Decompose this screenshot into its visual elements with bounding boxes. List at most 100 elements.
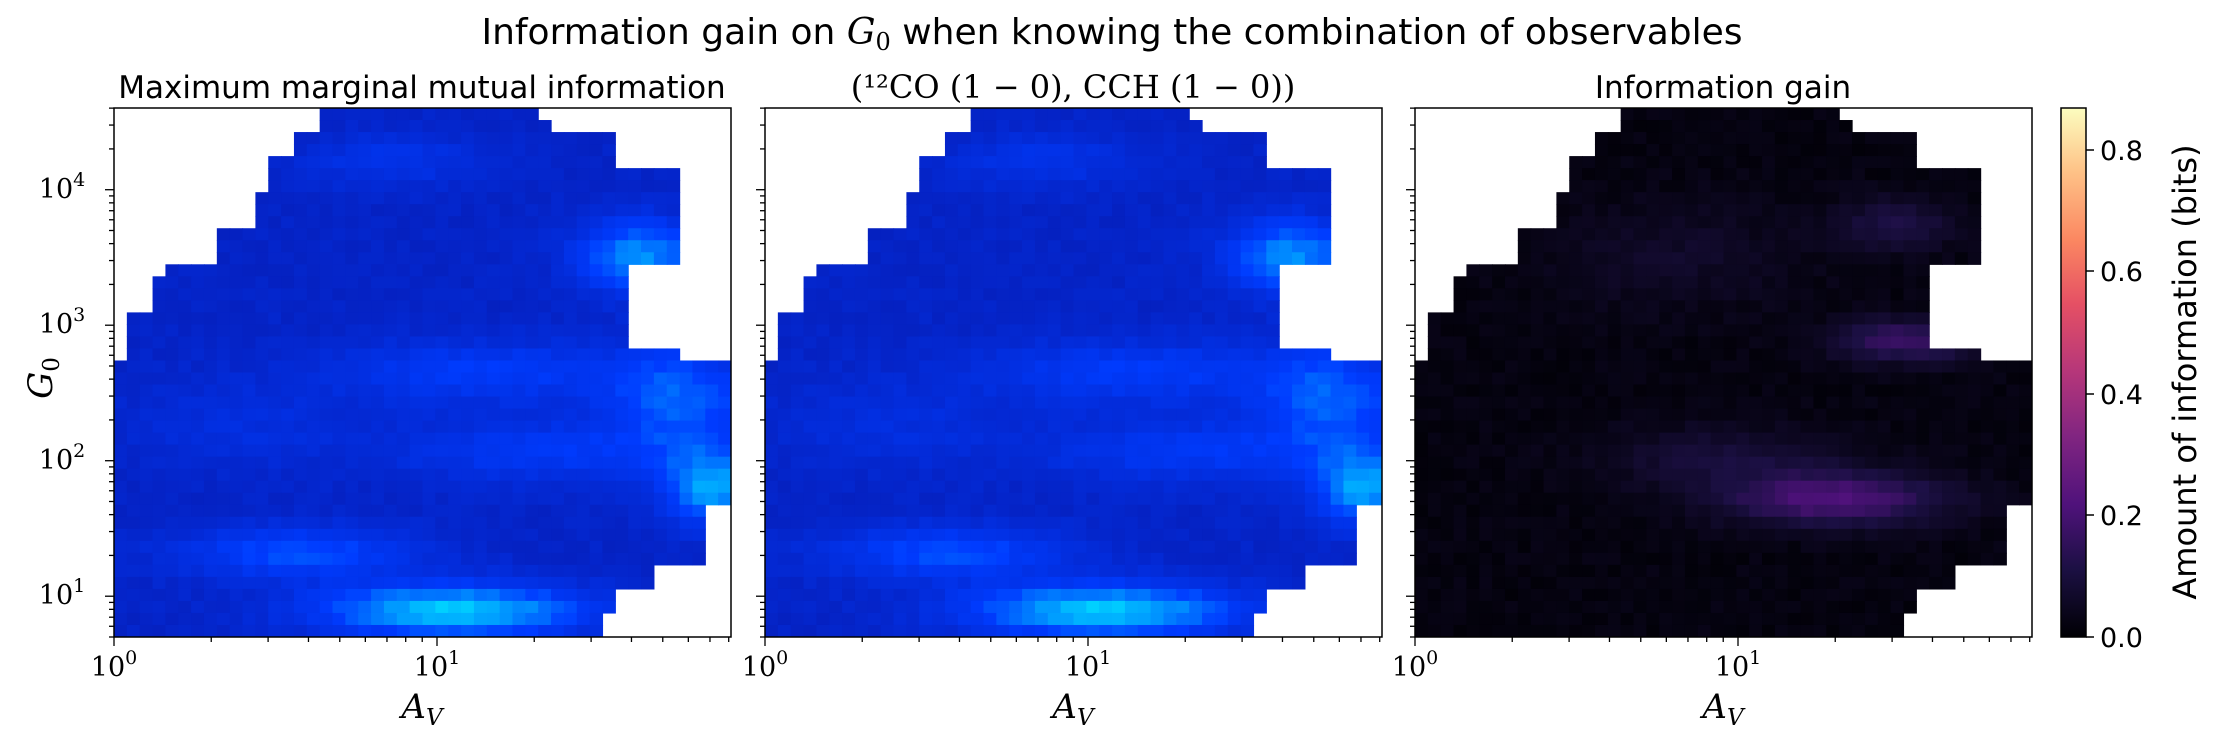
heatmap-cell [970, 252, 985, 265]
heatmap-cell [345, 384, 359, 398]
heatmap-cell [1659, 288, 1673, 301]
heatmap-cell [1137, 288, 1152, 301]
heatmap-cell [1202, 540, 1216, 554]
heatmap-cell [1453, 408, 1468, 422]
heatmap-cell [1047, 564, 1062, 578]
heatmap-cell [1684, 192, 1699, 205]
heatmap-cell [1543, 504, 1557, 518]
heatmap-cell [1530, 516, 1545, 530]
heatmap-cell [854, 348, 869, 362]
heatmap-cell [1723, 444, 1737, 458]
heatmap-cell [589, 180, 604, 193]
heatmap-cell [970, 192, 985, 205]
heatmap-cell [576, 324, 591, 338]
heatmap-cell [203, 456, 218, 470]
heatmap-cell [1034, 348, 1049, 362]
heatmap-cell [371, 264, 385, 277]
heatmap-cell [1903, 396, 1917, 410]
heatmap-cell [1800, 456, 1815, 470]
heatmap-cell [1556, 300, 1570, 313]
heatmap-cell [602, 444, 616, 458]
heatmap-cell [1890, 288, 1905, 301]
heatmap-cell [1774, 360, 1789, 374]
heatmap-cell [371, 360, 385, 374]
heatmap-cell [816, 528, 830, 542]
heatmap-cell [563, 564, 578, 578]
heatmap-cell [1137, 408, 1152, 422]
heatmap-cell [1266, 168, 1280, 181]
heatmap-cell [970, 624, 985, 637]
heatmap-cell [396, 360, 411, 374]
heatmap-cell [242, 444, 256, 458]
heatmap-cell [1620, 156, 1635, 169]
heatmap-cell [1890, 408, 1905, 422]
heatmap-cell [1099, 564, 1113, 578]
heatmap-cell [803, 408, 818, 422]
heatmap-cell [229, 588, 244, 602]
heatmap-cell [1723, 384, 1737, 398]
heatmap-cell [957, 204, 972, 217]
heatmap-cell [1877, 372, 1892, 386]
heatmap-cell [229, 360, 244, 374]
heatmap-cell [1736, 192, 1750, 205]
heatmap-cell [906, 480, 920, 494]
heatmap-cell [1864, 396, 1879, 410]
heatmap-cell [1022, 144, 1036, 157]
heatmap-cell [1942, 204, 1956, 217]
heatmap-cell [1202, 360, 1216, 374]
heatmap-cell [229, 516, 244, 530]
heatmap-cell [551, 468, 565, 482]
heatmap-cell [1736, 480, 1750, 494]
heatmap-cell [1736, 492, 1750, 506]
heatmap-cell [880, 348, 895, 362]
heatmap-cell [1009, 240, 1023, 253]
heatmap-cell [1176, 336, 1190, 350]
heatmap-cell [880, 324, 895, 338]
heatmap-cell [332, 132, 346, 145]
heatmap-cell [1227, 432, 1242, 446]
heatmap-cell [332, 264, 346, 277]
heatmap-cell [1073, 180, 1087, 193]
heatmap-cell [957, 396, 972, 410]
heatmap-cell [1150, 360, 1165, 374]
heatmap-cell [383, 408, 398, 422]
heatmap-cell [1047, 180, 1062, 193]
heatmap-cell [816, 588, 830, 602]
heatmap-cell [1762, 312, 1776, 326]
heatmap-cell [435, 624, 449, 637]
heatmap-cell [867, 528, 882, 542]
heatmap-cell [242, 396, 256, 410]
heatmap-cell [473, 252, 488, 265]
heatmap-cell [525, 564, 539, 578]
heatmap-cell [1594, 444, 1609, 458]
heatmap-cell [1710, 324, 1725, 338]
heatmap-cell [563, 432, 578, 446]
heatmap-cell [371, 204, 385, 217]
heatmap-cell [126, 564, 141, 578]
heatmap-cell [880, 336, 895, 350]
heatmap-cell [854, 492, 869, 506]
heatmap-cell [281, 384, 295, 398]
heatmap-cell [512, 372, 526, 386]
heatmap-cell [473, 528, 488, 542]
heatmap-cell [1163, 336, 1177, 350]
heatmap-cell [319, 576, 334, 590]
heatmap-cell [1916, 240, 1930, 253]
heatmap-cell [1736, 396, 1750, 410]
heatmap-cell [1073, 528, 1087, 542]
heatmap-cell [996, 312, 1010, 326]
heatmap-cell [1466, 324, 1480, 338]
heatmap-cell [1034, 612, 1049, 626]
heatmap-cell [602, 528, 616, 542]
heatmap-cell [854, 360, 869, 374]
heatmap-cell [281, 564, 295, 578]
heatmap-cell [1453, 312, 1468, 326]
heatmap-cell [1137, 144, 1152, 157]
heatmap-cell [641, 492, 655, 506]
heatmap-cell [281, 468, 295, 482]
heatmap-cell [1466, 468, 1480, 482]
heatmap-cell [422, 312, 436, 326]
heatmap-cell [1646, 408, 1660, 422]
heatmap-cell [371, 396, 385, 410]
heatmap-cell [1009, 264, 1023, 277]
